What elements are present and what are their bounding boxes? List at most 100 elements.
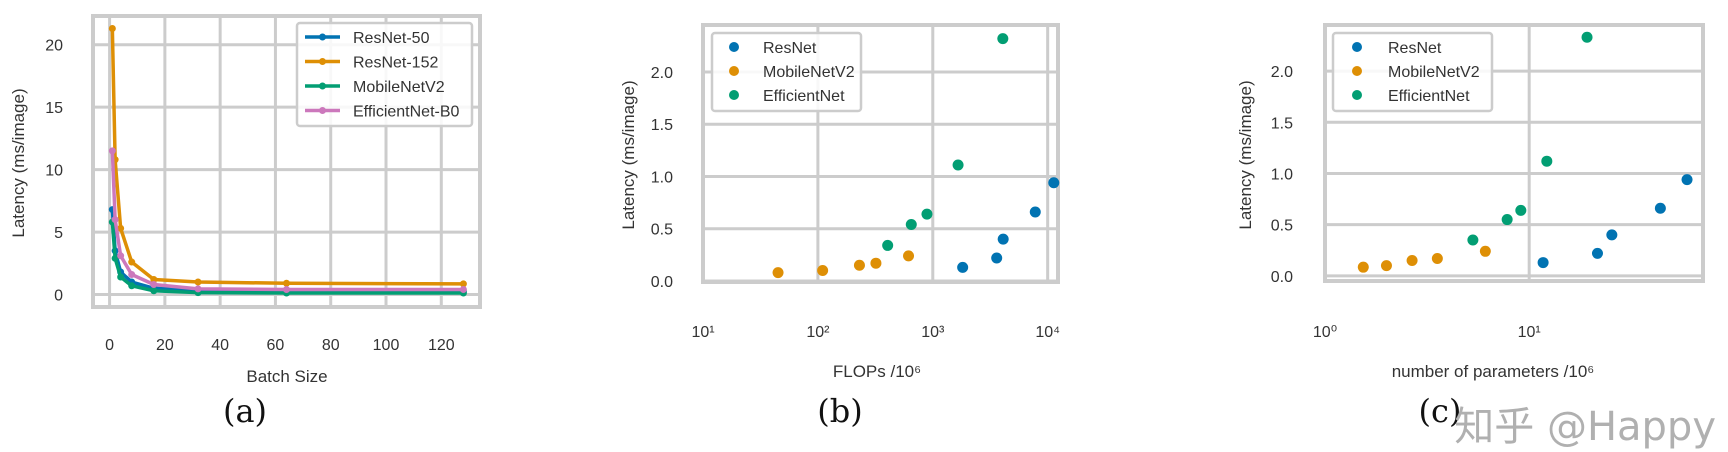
data-point — [128, 271, 136, 279]
y-tick-label: 1.5 — [651, 117, 673, 134]
series-resnet — [1537, 174, 1693, 269]
data-point — [150, 281, 158, 289]
data-point — [1537, 257, 1549, 269]
series-resnet-152 — [108, 24, 467, 288]
x-tick-label: 10⁴ — [1035, 324, 1060, 341]
y-tick-label: 1.0 — [1271, 166, 1293, 183]
series-efficientnet-b0 — [108, 147, 467, 294]
legend-label: EfficientNet — [763, 88, 845, 105]
x-tick-label: 80 — [322, 337, 340, 354]
legend-point-marker — [729, 90, 739, 100]
data-point — [150, 276, 158, 284]
y-tick-label: 10 — [45, 163, 63, 180]
data-point — [108, 24, 116, 32]
series-line — [110, 150, 464, 292]
legend: ResNet MobileNetV2 EfficientNet — [710, 31, 863, 113]
series-mobilenetv2 — [772, 250, 915, 279]
data-point — [117, 252, 125, 260]
x-tick-label: 20 — [156, 337, 174, 354]
y-tick-label: 0.0 — [1271, 269, 1293, 286]
legend: ResNet-50 ResNet-152 MobileNetV2 EfficientN… — [295, 21, 474, 128]
legend-box — [295, 21, 474, 128]
data-point — [1581, 31, 1593, 43]
data-point — [117, 224, 125, 232]
data-point — [1029, 206, 1041, 218]
chart-b-caption: (b) — [817, 392, 862, 430]
x-tick-label: 10¹ — [1518, 324, 1541, 341]
series-mobilenetv2 — [108, 218, 467, 297]
legend-point-marker — [319, 33, 326, 41]
data-point — [111, 216, 119, 224]
y-tick-label: 0.5 — [651, 222, 673, 239]
legend-point-marker — [1352, 42, 1362, 52]
y-tick-label: 1.0 — [651, 169, 673, 186]
data-point — [128, 258, 136, 266]
legend-label: ResNet-152 — [353, 55, 438, 72]
plot-frame — [1323, 23, 1705, 283]
legend: ResNet MobileNetV2 EfficientNet — [1331, 31, 1494, 113]
data-point — [991, 252, 1003, 264]
x-tick-label: 10² — [806, 324, 830, 341]
legend-label: ResNet-50 — [353, 30, 430, 47]
legend-label: MobileNetV2 — [353, 79, 445, 96]
data-point — [1479, 245, 1491, 257]
legend-point-marker — [729, 66, 739, 76]
data-point — [817, 265, 829, 277]
legend-label: MobileNetV2 — [763, 64, 855, 81]
data-point — [108, 147, 116, 155]
legend-label: ResNet — [763, 40, 817, 57]
y-tick-label: 0 — [54, 288, 63, 305]
data-point — [459, 280, 467, 288]
plot-frame — [91, 14, 482, 309]
data-point — [957, 261, 969, 273]
data-point — [853, 259, 865, 271]
chart-b-flops-latency: 10¹ 10² 10³ 10⁴ 0.0 0.5 1.0 1.5 2.0 ResNet MobileN… — [651, 23, 1060, 341]
series-efficientnet — [882, 33, 1009, 251]
data-point — [1380, 260, 1392, 272]
x-tick-label: 10³ — [921, 324, 945, 341]
data-point — [772, 267, 784, 279]
data-point — [194, 285, 202, 293]
data-point — [997, 233, 1009, 245]
chart-a-caption: (a) — [223, 392, 267, 430]
legend-box — [710, 31, 863, 113]
x-tick-label: 40 — [211, 337, 229, 354]
series-line — [110, 28, 464, 286]
legend-point-marker — [319, 82, 326, 90]
data-point — [1591, 247, 1603, 259]
data-point — [283, 286, 290, 294]
watermark: 知乎 @Happy — [1454, 404, 1716, 450]
data-point — [150, 287, 158, 295]
legend-point-marker — [1352, 66, 1362, 76]
legend-label: MobileNetV2 — [1388, 64, 1480, 81]
data-point — [1431, 252, 1443, 264]
data-point — [905, 219, 917, 231]
legend-label: EfficientNet — [1388, 88, 1470, 105]
data-point — [1654, 202, 1666, 214]
data-point — [903, 250, 915, 262]
chart-a-batch-size-latency: 0 20 40 60 80 100 120 0 5 10 15 20 ResNet-50 ResNet-1… — [45, 14, 482, 354]
data-point — [870, 257, 882, 269]
data-point — [283, 279, 290, 287]
data-point — [1501, 214, 1513, 226]
chart-b-ylabel: Latency (ms/image) — [619, 80, 638, 229]
data-point — [921, 208, 933, 220]
data-point — [1048, 177, 1060, 189]
chart-c-caption: (c) — [1419, 392, 1462, 430]
x-tick-label: 60 — [267, 337, 285, 354]
data-point — [882, 239, 894, 251]
data-point — [1357, 261, 1369, 273]
data-point — [1515, 204, 1527, 216]
chart-c-ylabel: Latency (ms/image) — [1236, 80, 1255, 229]
legend-point-marker — [319, 58, 326, 65]
series-mobilenetv2 — [1357, 245, 1491, 273]
data-point — [1406, 255, 1418, 267]
y-tick-label: 0.5 — [1271, 218, 1293, 235]
data-point — [1681, 174, 1693, 186]
data-point — [459, 286, 467, 294]
y-tick-label: 1.5 — [1271, 115, 1293, 132]
chart-a-xlabel: Batch Size — [246, 367, 327, 386]
legend-label: ResNet — [1388, 40, 1442, 57]
x-tick-label: 120 — [428, 337, 455, 354]
y-tick-label: 0.0 — [651, 274, 673, 291]
